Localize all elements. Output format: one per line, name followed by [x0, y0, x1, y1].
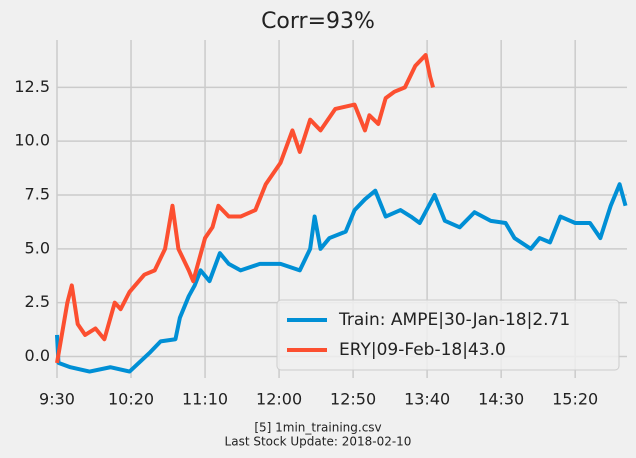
legend-box: [276, 299, 620, 371]
series-line: [55, 182, 628, 374]
x-tick-label: 12:50: [330, 390, 376, 409]
x-tick-label: 13:40: [404, 390, 450, 409]
y-tick-label: 2.5: [25, 292, 50, 311]
legend-label: ERY|09-Feb-18|43.0: [339, 340, 506, 360]
chart-title: Corr=93%: [261, 9, 375, 34]
series-line: [55, 53, 435, 364]
y-tick-label: 5.0: [25, 238, 50, 257]
footnote: Last Stock Update: 2018-02-10: [225, 435, 412, 449]
footnote: [5] 1min_training.csv: [254, 421, 381, 435]
x-tick-label: 15:20: [552, 390, 598, 409]
legend-label: Train: AMPE|30-Jan-18|2.71: [338, 310, 570, 330]
x-tick-label: 11:10: [182, 390, 228, 409]
y-tick-label: 0.0: [25, 346, 50, 365]
x-tick-label: 10:20: [108, 390, 154, 409]
x-tick-label: 12:00: [256, 390, 302, 409]
x-tick-label: 14:30: [478, 390, 524, 409]
y-tick-label: 12.5: [14, 77, 50, 96]
y-tick-label: 7.5: [25, 185, 50, 204]
y-tick-label: 10.0: [14, 131, 50, 150]
x-tick-label: 9:30: [39, 390, 75, 409]
